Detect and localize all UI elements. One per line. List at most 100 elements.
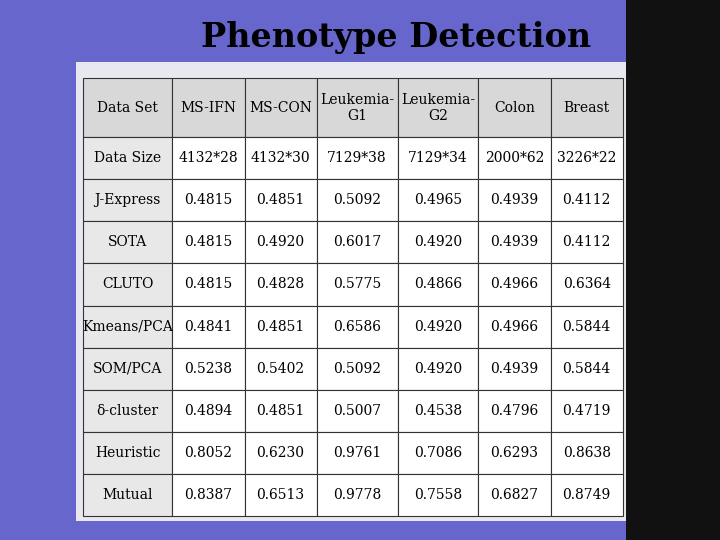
Bar bbox=[172, 306, 245, 348]
Text: 0.4538: 0.4538 bbox=[414, 403, 462, 417]
Bar bbox=[551, 221, 623, 264]
Bar bbox=[317, 137, 397, 179]
Text: 0.4966: 0.4966 bbox=[490, 278, 539, 292]
Bar bbox=[626, 0, 720, 540]
Text: 3226*22: 3226*22 bbox=[557, 151, 616, 165]
Bar bbox=[172, 221, 245, 264]
Text: 0.6586: 0.6586 bbox=[333, 320, 381, 334]
Text: 4132*30: 4132*30 bbox=[251, 151, 310, 165]
Text: 0.7558: 0.7558 bbox=[414, 488, 462, 502]
Text: Leukemia-
G1: Leukemia- G1 bbox=[320, 93, 394, 123]
Bar bbox=[478, 221, 551, 264]
Bar bbox=[317, 389, 397, 431]
Bar bbox=[478, 474, 551, 516]
Text: 0.4965: 0.4965 bbox=[414, 193, 462, 207]
Text: 0.4939: 0.4939 bbox=[490, 362, 539, 375]
Text: 0.6364: 0.6364 bbox=[562, 278, 611, 292]
Bar bbox=[551, 179, 623, 221]
Text: 0.4894: 0.4894 bbox=[184, 403, 233, 417]
Bar bbox=[83, 221, 172, 264]
Text: 0.4828: 0.4828 bbox=[256, 278, 305, 292]
Text: 0.4112: 0.4112 bbox=[562, 235, 611, 249]
Text: Mutual: Mutual bbox=[102, 488, 153, 502]
Text: 0.4966: 0.4966 bbox=[490, 320, 539, 334]
Bar bbox=[397, 179, 478, 221]
Bar bbox=[83, 389, 172, 431]
Text: MS-CON: MS-CON bbox=[249, 101, 312, 115]
Text: Data Size: Data Size bbox=[94, 151, 161, 165]
Text: 0.4815: 0.4815 bbox=[184, 278, 233, 292]
Bar bbox=[245, 179, 317, 221]
Text: 7129*38: 7129*38 bbox=[328, 151, 387, 165]
Text: 0.4112: 0.4112 bbox=[562, 193, 611, 207]
Text: 0.5007: 0.5007 bbox=[333, 403, 381, 417]
Bar bbox=[317, 78, 397, 137]
Bar bbox=[478, 264, 551, 306]
Text: Breast: Breast bbox=[564, 101, 610, 115]
Text: 7129*34: 7129*34 bbox=[408, 151, 468, 165]
Bar bbox=[83, 306, 172, 348]
Bar bbox=[245, 389, 317, 431]
Bar bbox=[245, 78, 317, 137]
Text: 0.4815: 0.4815 bbox=[184, 193, 233, 207]
Bar bbox=[478, 306, 551, 348]
Bar bbox=[83, 137, 172, 179]
Bar bbox=[551, 348, 623, 389]
Text: 0.9778: 0.9778 bbox=[333, 488, 382, 502]
Bar bbox=[478, 137, 551, 179]
Bar bbox=[478, 348, 551, 389]
Bar bbox=[83, 78, 172, 137]
Bar bbox=[83, 348, 172, 389]
Bar bbox=[172, 389, 245, 431]
Bar bbox=[397, 221, 478, 264]
Text: 0.5238: 0.5238 bbox=[184, 362, 233, 375]
Bar bbox=[172, 78, 245, 137]
Text: 0.9761: 0.9761 bbox=[333, 446, 382, 460]
Bar bbox=[551, 78, 623, 137]
Bar bbox=[245, 264, 317, 306]
Bar bbox=[172, 179, 245, 221]
Text: 0.4866: 0.4866 bbox=[414, 278, 462, 292]
Bar bbox=[317, 431, 397, 474]
Text: 0.4939: 0.4939 bbox=[490, 193, 539, 207]
Text: Colon: Colon bbox=[494, 101, 535, 115]
Bar bbox=[172, 431, 245, 474]
Bar bbox=[317, 348, 397, 389]
Text: 0.8052: 0.8052 bbox=[184, 446, 233, 460]
Text: 0.6017: 0.6017 bbox=[333, 235, 382, 249]
Text: 4132*28: 4132*28 bbox=[179, 151, 238, 165]
Bar bbox=[245, 137, 317, 179]
Bar bbox=[245, 221, 317, 264]
Bar bbox=[397, 348, 478, 389]
Text: 0.5775: 0.5775 bbox=[333, 278, 382, 292]
Bar bbox=[317, 264, 397, 306]
Bar bbox=[245, 306, 317, 348]
Bar bbox=[397, 264, 478, 306]
Text: 0.4851: 0.4851 bbox=[256, 320, 305, 334]
Bar bbox=[83, 431, 172, 474]
Bar bbox=[551, 264, 623, 306]
Text: 0.6827: 0.6827 bbox=[490, 488, 539, 502]
Text: 0.8749: 0.8749 bbox=[562, 488, 611, 502]
Bar bbox=[76, 62, 630, 521]
Bar bbox=[397, 137, 478, 179]
Text: 0.4796: 0.4796 bbox=[490, 403, 539, 417]
Bar bbox=[317, 306, 397, 348]
Text: 0.8387: 0.8387 bbox=[184, 488, 233, 502]
Bar bbox=[245, 348, 317, 389]
Bar bbox=[317, 221, 397, 264]
Text: 0.5092: 0.5092 bbox=[333, 362, 381, 375]
Text: Data Set: Data Set bbox=[97, 101, 158, 115]
Text: 0.4920: 0.4920 bbox=[414, 362, 462, 375]
Text: 0.4920: 0.4920 bbox=[414, 320, 462, 334]
Bar bbox=[172, 474, 245, 516]
Text: 0.4719: 0.4719 bbox=[562, 403, 611, 417]
Bar bbox=[397, 474, 478, 516]
Text: δ-cluster: δ-cluster bbox=[96, 403, 158, 417]
Text: Leukemia-
G2: Leukemia- G2 bbox=[401, 93, 475, 123]
Bar bbox=[245, 431, 317, 474]
Text: 0.6293: 0.6293 bbox=[490, 446, 539, 460]
Text: Kmeans/PCA: Kmeans/PCA bbox=[82, 320, 173, 334]
Bar bbox=[172, 137, 245, 179]
Text: SOM/PCA: SOM/PCA bbox=[93, 362, 162, 375]
